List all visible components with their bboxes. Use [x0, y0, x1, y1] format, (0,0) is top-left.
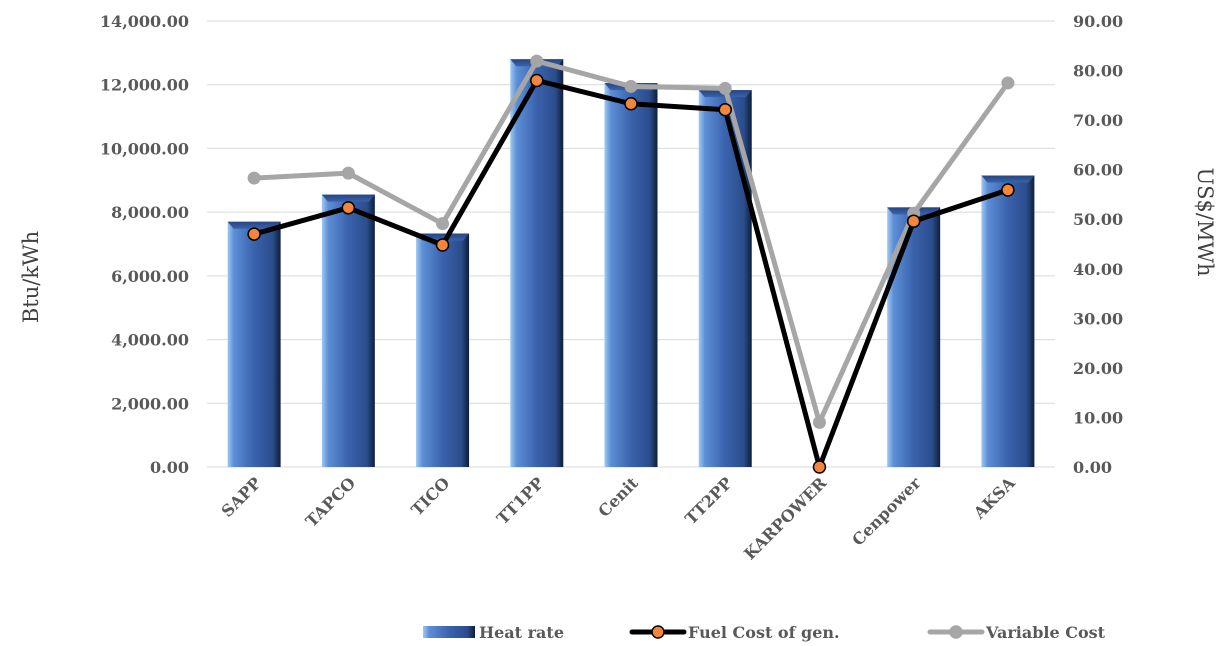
bar-bevel	[227, 221, 281, 229]
right-tick-label: 0.00	[1073, 458, 1112, 477]
left-axis-title: Btu/kWh	[19, 231, 43, 323]
right-axis-title: US$/MWh	[1193, 167, 1217, 276]
bar	[510, 59, 564, 467]
right-tick-label: 90.00	[1073, 12, 1123, 31]
right-tick-label: 40.00	[1073, 260, 1123, 279]
bar-body	[416, 233, 470, 467]
bar-body	[981, 175, 1035, 467]
bar	[981, 175, 1035, 467]
right-tick-label: 70.00	[1073, 111, 1123, 130]
category-label: TICO	[407, 473, 453, 519]
left-tick-label: 14,000.00	[100, 12, 189, 31]
series-marker	[1001, 183, 1015, 197]
bar-body	[604, 83, 658, 467]
left-tick-label: 8,000.00	[111, 203, 189, 222]
legend-label: Variable Cost	[985, 623, 1106, 642]
series-marker	[341, 201, 356, 215]
left-tick-label: 0.00	[150, 458, 189, 477]
right-tick-label: 50.00	[1073, 210, 1123, 229]
series-marker	[624, 79, 638, 93]
bar-bevel	[981, 175, 1035, 183]
left-tick-label: 10,000.00	[100, 139, 189, 158]
right-axis-ticks: 0.00 10.00 20.00 30.00 40.00 50.00 60.00 70.00 8…	[1073, 12, 1123, 477]
legend: Heat rate Fuel Cost of gen. Variable Cost	[423, 623, 1106, 642]
series-marker	[812, 460, 827, 474]
series-marker	[247, 171, 261, 185]
bar-body	[227, 221, 281, 467]
series-marker	[1001, 76, 1015, 90]
line-series	[247, 54, 1015, 429]
lines-group	[247, 54, 1015, 474]
line-series	[247, 73, 1015, 474]
bar	[227, 221, 281, 467]
series-marker	[812, 415, 826, 429]
category-label: TT1PP	[493, 473, 548, 528]
left-tick-label: 12,000.00	[100, 76, 189, 95]
legend-label: Fuel Cost of gen.	[688, 623, 840, 642]
category-label: AKSA	[969, 473, 1019, 523]
series-marker	[341, 166, 355, 180]
bar	[416, 233, 470, 467]
series-marker	[718, 81, 732, 95]
series-marker	[718, 102, 732, 117]
left-axis-ticks: 0.00 2,000.00 4,000.00 6,000.00 8,000.00 10,0…	[100, 12, 189, 477]
left-tick-label: 6,000.00	[111, 267, 189, 286]
category-label: TT2PP	[681, 473, 736, 528]
series-marker	[435, 238, 450, 252]
legend-swatch-marker	[651, 625, 665, 639]
legend-item: Fuel Cost of gen.	[629, 623, 840, 642]
right-tick-label: 20.00	[1073, 359, 1123, 378]
series-marker	[247, 227, 261, 241]
bar-bevel	[321, 194, 375, 202]
bar	[604, 83, 658, 467]
category-label: Cenit	[594, 473, 642, 521]
bar	[887, 207, 941, 467]
series-marker	[624, 97, 638, 111]
left-tick-label: 4,000.00	[111, 331, 189, 350]
category-labels: SAPP TAPCO TICO TT1PP Cenit TT2PP KARPOWER Cenp…	[218, 473, 1020, 564]
legend-swatch	[423, 626, 475, 638]
legend-item: Heat rate	[423, 623, 564, 642]
bar	[321, 194, 375, 467]
category-label: KARPOWER	[740, 473, 831, 564]
category-label: SAPP	[218, 473, 265, 520]
legend-item: Variable Cost	[927, 623, 1106, 642]
left-tick-label: 2,000.00	[111, 394, 189, 413]
category-label: Cenpower	[848, 473, 925, 550]
category-label: TAPCO	[302, 473, 359, 530]
legend-swatch-marker	[949, 625, 963, 639]
right-tick-label: 10.00	[1073, 408, 1123, 427]
right-tick-label: 30.00	[1073, 309, 1123, 328]
series-marker	[530, 73, 544, 88]
bar-body	[887, 207, 941, 467]
bar-body	[321, 194, 375, 467]
legend-label: Heat rate	[479, 623, 564, 642]
right-tick-label: 60.00	[1073, 161, 1123, 180]
right-tick-label: 80.00	[1073, 62, 1123, 81]
series-marker	[530, 54, 544, 68]
bar-body	[510, 59, 564, 467]
series-marker	[906, 214, 921, 228]
bars-group	[227, 59, 1035, 467]
series-marker	[436, 217, 450, 231]
